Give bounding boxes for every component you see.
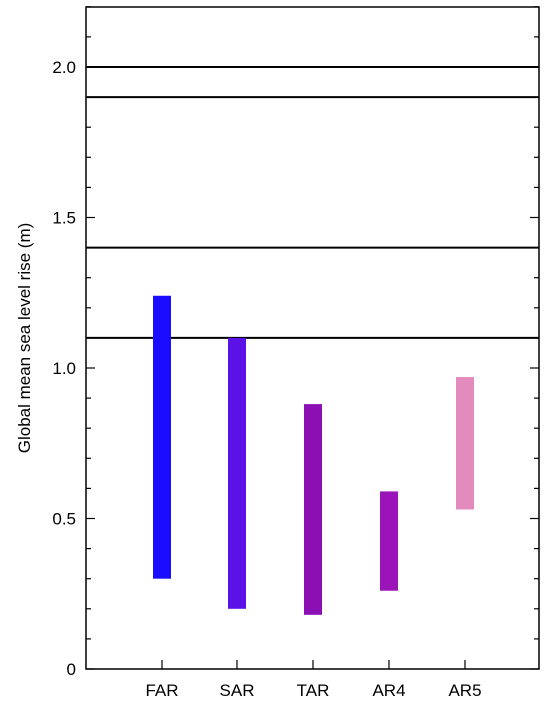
range-bar-far (153, 295, 171, 579)
y-tick-label: 0.5 (52, 510, 76, 529)
y-tick-label: 0 (67, 660, 76, 679)
y-axis: 0 0.5 1.0 1.5 2.0 (52, 6, 539, 679)
range-bar-sar (228, 337, 246, 609)
x-tick-label-ar4: AR4 (372, 681, 405, 700)
x-tick-label-far: FAR (145, 681, 178, 700)
x-tick-label-ar5: AR5 (448, 681, 481, 700)
x-tick-label-sar: SAR (220, 681, 255, 700)
x-tick-label-tar: TAR (297, 681, 330, 700)
y-axis-title: Global mean sea level rise (m) (15, 223, 34, 454)
range-bar-ar4 (380, 491, 398, 591)
y-tick-label: 1.5 (52, 209, 76, 228)
range-bars (153, 295, 474, 615)
y-tick-label: 1.0 (52, 359, 76, 378)
x-axis: FAR SAR TAR AR4 AR5 (145, 660, 482, 700)
range-bar-tar (304, 404, 322, 615)
range-bar-ar5 (456, 377, 474, 510)
y-tick-label: 2.0 (52, 58, 76, 77)
